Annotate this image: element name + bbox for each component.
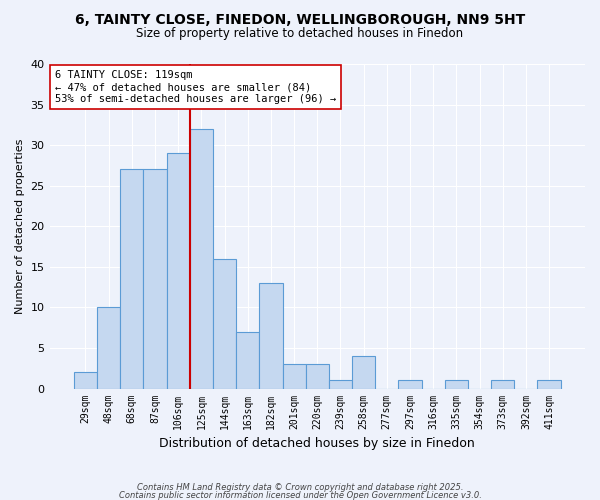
Y-axis label: Number of detached properties: Number of detached properties xyxy=(15,138,25,314)
Bar xyxy=(283,364,305,388)
Bar xyxy=(305,364,329,388)
Bar xyxy=(352,356,375,388)
Text: Size of property relative to detached houses in Finedon: Size of property relative to detached ho… xyxy=(136,28,464,40)
Bar xyxy=(74,372,97,388)
Bar xyxy=(538,380,560,388)
Bar xyxy=(329,380,352,388)
X-axis label: Distribution of detached houses by size in Finedon: Distribution of detached houses by size … xyxy=(160,437,475,450)
Bar xyxy=(236,332,259,388)
Text: 6 TAINTY CLOSE: 119sqm
← 47% of detached houses are smaller (84)
53% of semi-det: 6 TAINTY CLOSE: 119sqm ← 47% of detached… xyxy=(55,70,336,104)
Bar xyxy=(167,154,190,388)
Bar xyxy=(491,380,514,388)
Bar xyxy=(259,283,283,389)
Bar xyxy=(143,170,167,388)
Text: Contains HM Land Registry data © Crown copyright and database right 2025.: Contains HM Land Registry data © Crown c… xyxy=(137,484,463,492)
Bar xyxy=(213,258,236,388)
Text: 6, TAINTY CLOSE, FINEDON, WELLINGBOROUGH, NN9 5HT: 6, TAINTY CLOSE, FINEDON, WELLINGBOROUGH… xyxy=(75,12,525,26)
Bar xyxy=(97,308,120,388)
Bar xyxy=(190,129,213,388)
Bar xyxy=(445,380,468,388)
Bar xyxy=(120,170,143,388)
Text: Contains public sector information licensed under the Open Government Licence v3: Contains public sector information licen… xyxy=(119,491,481,500)
Bar xyxy=(398,380,422,388)
